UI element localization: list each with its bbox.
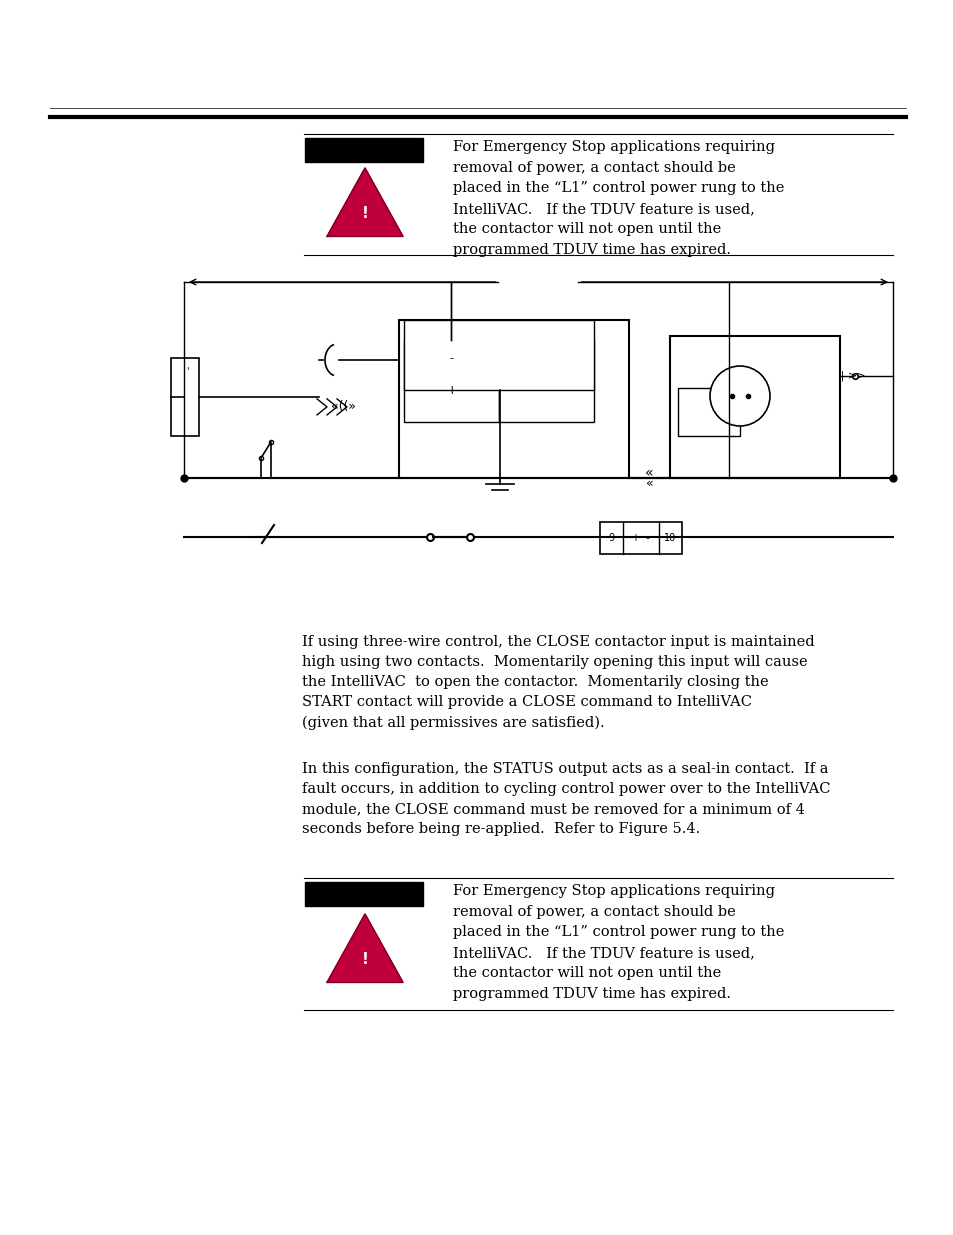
Text: In this configuration, the STATUS output acts as a seal-in contact.  If a
fault : In this configuration, the STATUS output… [302, 762, 830, 836]
Text: «: « [645, 477, 653, 489]
Text: +: + [446, 384, 456, 396]
Text: «((»: «((» [331, 400, 356, 414]
Polygon shape [327, 168, 402, 236]
Bar [669, 336, 840, 478]
Text: For Emergency Stop applications requiring
removal of power, a contact should be
: For Emergency Stop applications requirin… [453, 140, 783, 257]
Bar [403, 320, 594, 390]
Bar [678, 388, 740, 436]
Bar [498, 340, 594, 422]
Text: 9: 9 [608, 534, 614, 543]
Text: !: ! [361, 952, 368, 967]
Text: «: « [644, 466, 653, 480]
Bar [305, 138, 422, 162]
Text: -: - [449, 353, 453, 363]
Bar [305, 882, 422, 906]
Bar [398, 320, 628, 478]
Polygon shape [327, 914, 402, 982]
Bar [171, 358, 199, 436]
Text: ||: || [837, 370, 844, 382]
Text: >>: >> [847, 370, 865, 380]
Text: If using three-wire control, the CLOSE contactor input is maintained
high using : If using three-wire control, the CLOSE c… [302, 635, 814, 730]
Text: +  -: + - [632, 534, 649, 543]
Text: ': ' [186, 366, 188, 375]
Bar [403, 340, 498, 422]
Text: !: ! [361, 206, 368, 221]
Text: For Emergency Stop applications requiring
removal of power, a contact should be
: For Emergency Stop applications requirin… [453, 884, 783, 1002]
Bar [599, 522, 681, 555]
Circle shape [709, 366, 769, 426]
Text: 10: 10 [663, 534, 676, 543]
